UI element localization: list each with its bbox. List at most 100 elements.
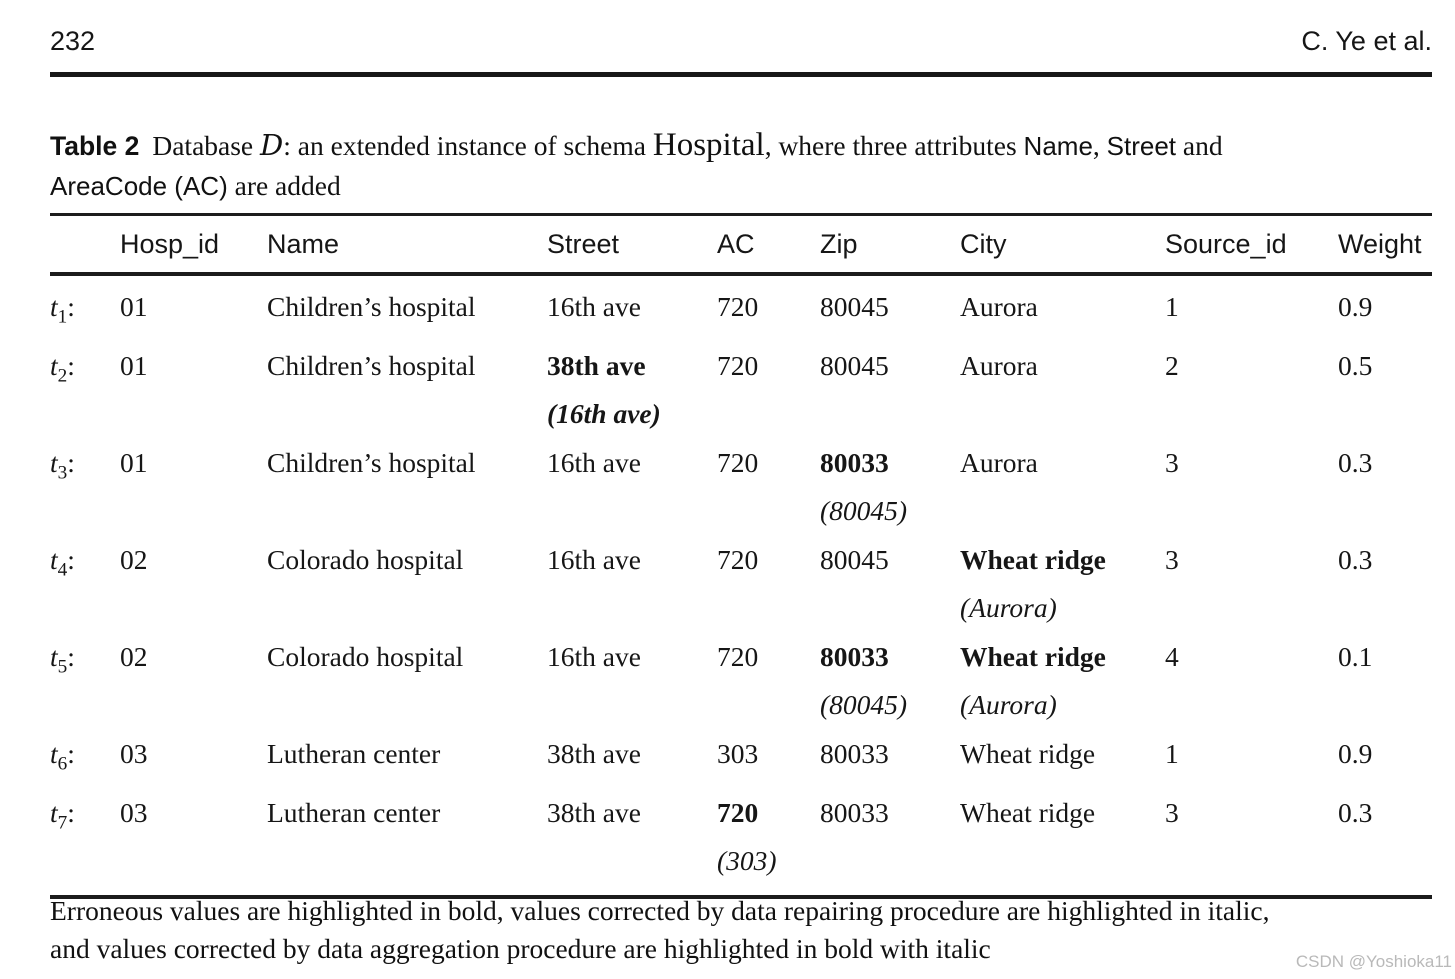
column-header: Zip <box>820 228 858 259</box>
cell-value: 80033 <box>820 640 889 672</box>
cell-value: Colorado hospital <box>267 640 464 672</box>
row-label: t7: <box>50 796 75 834</box>
cell-value: 0.3 <box>1338 543 1373 575</box>
table-cell: 720 <box>717 283 820 342</box>
caption-segment: Name <box>1023 131 1093 161</box>
table-row: t2: 01 Children’s hospital 38th ave (16th av… <box>50 342 1432 439</box>
header-cell-empty <box>50 216 120 272</box>
cell-corrected-value: (16th ave) <box>547 398 661 429</box>
table-row: t1: 01 Children’s hospital 16th ave 720 80045… <box>50 283 1432 342</box>
table-cell: Wheat ridge <box>960 789 1165 886</box>
table-cell: 720 <box>717 633 820 730</box>
cell-value: 01 <box>120 349 148 381</box>
column-header: Weight <box>1338 228 1422 259</box>
table-cell: Children’s hospital <box>267 283 547 342</box>
table-row: t4: 02 Colorado hospital 16th ave 720 80045 Wh… <box>50 536 1432 633</box>
cell-corrected-value: (Aurora) <box>960 689 1057 720</box>
table-cell: 0.3 <box>1338 439 1432 536</box>
cell-value: 0.3 <box>1338 796 1373 828</box>
cell-value: Aurora <box>960 349 1038 381</box>
cell-value: Children’s hospital <box>267 290 476 322</box>
caption-segment: : an extended instance of schema <box>283 130 653 161</box>
cell-value: 16th ave <box>547 543 641 575</box>
header-rule <box>50 72 1432 77</box>
footnote-line: Erroneous values are highlighted in bold… <box>50 895 1270 926</box>
table-cell: 720 <box>717 439 820 536</box>
table-cell: 80045 <box>820 283 960 342</box>
column-header: AC <box>717 228 755 259</box>
cell-value: 720 <box>717 543 759 575</box>
cell-value: 720 <box>717 796 759 828</box>
cell-value: 0.9 <box>1338 290 1373 322</box>
table-cell: 01 <box>120 342 267 439</box>
caption-segment: D <box>260 128 284 162</box>
table-top-rule <box>50 213 1432 216</box>
cell-value: 720 <box>717 446 759 478</box>
table-cell: Children’s hospital <box>267 342 547 439</box>
table-cell: Lutheran center <box>267 789 547 886</box>
data-table: Hosp_id Name Street AC Zip City Source_id Weigh… <box>50 213 1432 899</box>
table-cell: 4 <box>1165 633 1338 730</box>
table-cell: 80045 <box>820 536 960 633</box>
table-cell: 80045 <box>820 342 960 439</box>
cell-value: 0.5 <box>1338 349 1373 381</box>
caption-segment: , where three attributes <box>764 130 1024 161</box>
caption-segment: Database <box>152 130 261 161</box>
cell-value: Wheat ridge <box>960 543 1106 575</box>
table-cell: 01 <box>120 439 267 536</box>
cell-value: 1 <box>1165 290 1179 322</box>
table-bottom-rule <box>50 894 1432 899</box>
row-label: t2: <box>50 349 75 387</box>
cell-corrected-value: (80045) <box>820 495 908 526</box>
caption-segment: and <box>1176 130 1223 161</box>
cell-value: 16th ave <box>547 446 641 478</box>
table-cell: 80033 <box>820 789 960 886</box>
table-cell: 3 <box>1165 536 1338 633</box>
cell-value: 80033 <box>820 796 889 828</box>
table-footnote: Erroneous values are highlighted in bold… <box>50 892 1432 967</box>
table-cell: Aurora <box>960 283 1165 342</box>
watermark: CSDN @Yoshioka11 <box>1295 952 1452 971</box>
caption-segment: Street <box>1106 131 1177 161</box>
column-header: Name <box>267 228 340 259</box>
cell-value: Children’s hospital <box>267 349 476 381</box>
cell-value: 16th ave <box>547 640 641 672</box>
table-cell: 03 <box>120 730 267 789</box>
cell-value: 01 <box>120 446 148 478</box>
table-cell: Colorado hospital <box>267 536 547 633</box>
cell-value: 03 <box>120 737 148 769</box>
table-cell: 1 <box>1165 730 1338 789</box>
table-cell: 02 <box>120 633 267 730</box>
row-label: t1: <box>50 290 75 328</box>
table-cell: Aurora <box>960 342 1165 439</box>
row-label: t5: <box>50 640 75 678</box>
table-cell: 3 <box>1165 439 1338 536</box>
table-cell: 1 <box>1165 283 1338 342</box>
table-header-row: Hosp_id Name Street AC Zip City Source_id Weigh… <box>50 216 1432 272</box>
table-cell: Colorado hospital <box>267 633 547 730</box>
table-cell: 03 <box>120 789 267 886</box>
table-cell: 01 <box>120 283 267 342</box>
table-cell: 80033 (80045) <box>820 633 960 730</box>
cell-value: 80033 <box>820 737 889 769</box>
cell-value: 4 <box>1165 640 1179 672</box>
cell-value: Wheat ridge <box>960 640 1106 672</box>
cell-value: 16th ave <box>547 290 641 322</box>
cell-value: 38th ave <box>547 796 641 828</box>
table-cell: 16th ave <box>547 633 717 730</box>
table-cell: 0.5 <box>1338 342 1432 439</box>
table-cell: Aurora <box>960 439 1165 536</box>
table-cell: 0.9 <box>1338 730 1432 789</box>
cell-value: Wheat ridge <box>960 796 1096 828</box>
table-cell: 38th ave <box>547 730 717 789</box>
cell-value: 720 <box>717 349 759 381</box>
footnote-line: and values corrected by data aggregation… <box>50 932 991 964</box>
cell-value: 1 <box>1165 737 1179 769</box>
cell-value: 303 <box>717 737 759 769</box>
caption-segment: , <box>1092 130 1107 161</box>
cell-value: 01 <box>120 290 148 322</box>
page-number: 232 <box>50 26 96 56</box>
cell-value: 38th ave <box>547 349 646 381</box>
table-cell: Wheat ridge (Aurora) <box>960 633 1165 730</box>
table-cell: 16th ave <box>547 439 717 536</box>
